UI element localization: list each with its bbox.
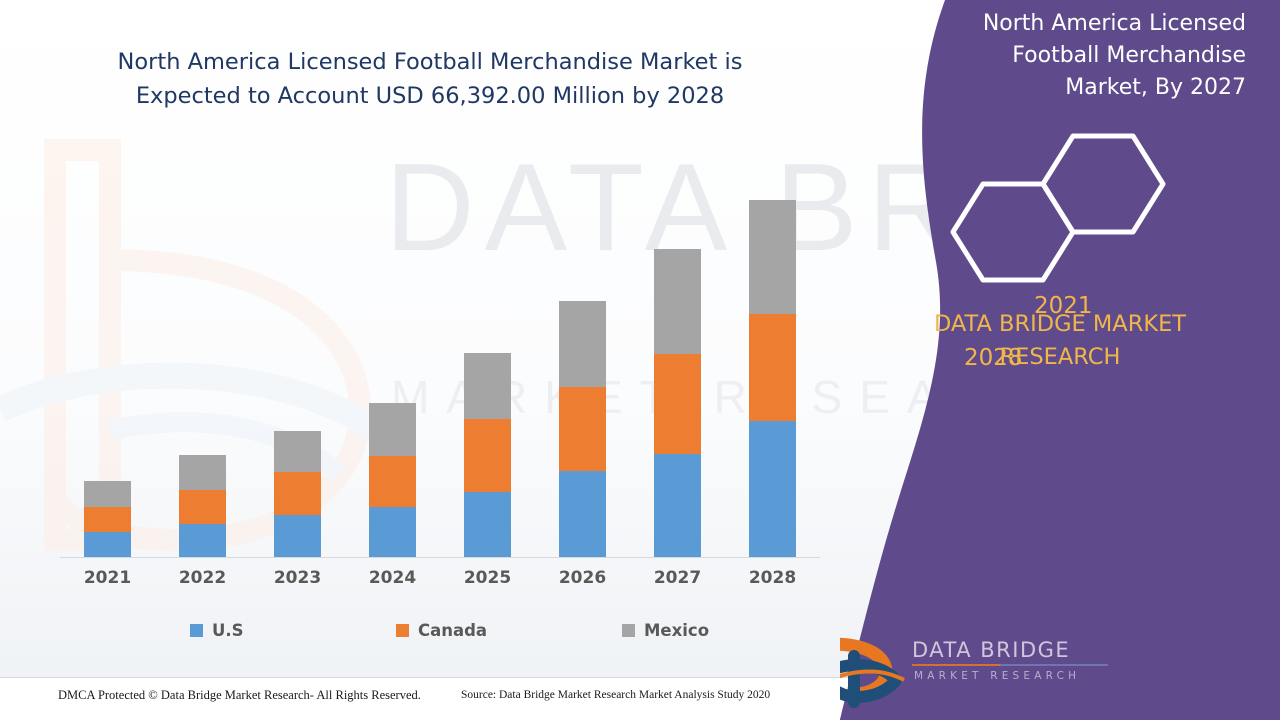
bar-group: [60, 161, 820, 557]
chart-panel: DATA BRIDGE MARKET RESEARCH North Americ…: [0, 0, 960, 720]
x-axis-label-2027: 2027: [653, 568, 702, 588]
sidebar-title: North America Licensed Football Merchand…: [982, 11, 1246, 100]
bar-segment-canada[interactable]: [464, 418, 511, 492]
x-axis-label-2026: 2026: [558, 568, 607, 588]
bar-slot: [630, 161, 725, 557]
bar-segment-mexico[interactable]: [749, 200, 796, 314]
bar-segment-canada[interactable]: [274, 472, 321, 516]
bar-segment-us[interactable]: [84, 532, 131, 557]
bar-segment-canada[interactable]: [84, 507, 131, 532]
chart-plot-area: [60, 160, 820, 558]
square-swatch-icon: [190, 623, 203, 637]
dmca-notice: DMCA Protected © Data Bridge Market Rese…: [58, 688, 421, 702]
x-axis-tick-labels: 2021 2022 2023 2024 2025 2026 2027 2028: [60, 568, 820, 598]
bar-segment-canada[interactable]: [559, 387, 606, 471]
legend-label: Canada: [418, 620, 488, 640]
bar-segment-mexico[interactable]: [84, 481, 131, 507]
bar-segment-canada[interactable]: [369, 456, 416, 507]
hexagon-group: 2021 2028: [858, 130, 1258, 371]
dbmr-logo-mark-icon: [840, 637, 905, 708]
sidebar-panel: North America Licensed Football Merchand…: [840, 0, 1280, 720]
dbmr-logo: DATA BRIDGE MARKET RESEARCH: [840, 622, 1138, 708]
bar-segment-us[interactable]: [559, 471, 606, 557]
legend-label: Mexico: [644, 620, 710, 640]
bar-segment-us[interactable]: [274, 515, 321, 557]
bar-slot: [345, 161, 440, 557]
bar-segment-canada[interactable]: [179, 489, 226, 524]
logo-text-secondary: MARKET RESEARCH: [914, 670, 1081, 682]
source-note: Source: Data Bridge Market Research Mark…: [461, 689, 771, 701]
x-axis-line: [60, 557, 820, 558]
stacked-bar-2027[interactable]: [654, 248, 701, 557]
x-axis-label-2024: 2024: [368, 568, 417, 588]
bar-segment-mexico[interactable]: [369, 402, 416, 456]
stacked-bar-2026[interactable]: [559, 301, 606, 557]
stacked-bar-2024[interactable]: [369, 402, 416, 557]
stacked-bar-2022[interactable]: [179, 454, 226, 557]
logo-text-primary: DATA BRIDGE: [912, 638, 1071, 662]
x-axis-label-2023: 2023: [273, 568, 322, 588]
hexagon-outlines-icon: [950, 133, 1166, 283]
bar-segment-canada[interactable]: [749, 314, 796, 421]
logo-divider: [912, 664, 1108, 666]
bar-segment-us[interactable]: [179, 523, 226, 557]
hexagon-label-2021: 2021: [1034, 293, 1093, 319]
x-axis-label-2022: 2022: [178, 568, 227, 588]
hexagon-label-2028: 2028: [964, 345, 1023, 371]
bar-slot: [155, 161, 250, 557]
brand-name: DATA BRIDGE MARKET RESEARCH: [933, 311, 1187, 370]
square-swatch-icon: [396, 623, 409, 637]
bar-slot: [440, 161, 535, 557]
bar-segment-mexico[interactable]: [274, 431, 321, 472]
bar-segment-us[interactable]: [369, 507, 416, 557]
legend-item-canada[interactable]: Canada: [338, 621, 544, 640]
bar-slot: [725, 161, 820, 557]
bar-segment-canada[interactable]: [654, 353, 701, 454]
bar-segment-us[interactable]: [749, 421, 796, 557]
bar-segment-mexico[interactable]: [559, 301, 606, 388]
bar-slot: [60, 161, 155, 557]
stacked-bar-2025[interactable]: [464, 352, 511, 557]
bar-segment-mexico[interactable]: [654, 248, 701, 354]
footer-bar: DMCA Protected © Data Bridge Market Rese…: [0, 677, 960, 720]
bar-segment-us[interactable]: [654, 453, 701, 557]
stacked-bar-2023[interactable]: [274, 431, 321, 557]
x-axis-label-2025: 2025: [463, 568, 512, 588]
stacked-bar-2028[interactable]: [749, 200, 796, 557]
legend-label: U.S: [212, 620, 244, 640]
bar-slot: [250, 161, 345, 557]
x-axis-label-2021: 2021: [83, 568, 132, 588]
stacked-bar-2021[interactable]: [84, 481, 131, 557]
page-title: North America Licensed Football Merchand…: [117, 49, 743, 109]
legend-item-mexico[interactable]: Mexico: [544, 621, 770, 640]
bar-segment-mexico[interactable]: [464, 352, 511, 419]
x-axis-label-2028: 2028: [748, 568, 797, 588]
purple-background-shape: [840, 0, 1280, 720]
chart-legend: U.S Canada Mexico: [150, 616, 770, 644]
bar-segment-mexico[interactable]: [179, 454, 226, 490]
legend-item-us[interactable]: U.S: [150, 621, 338, 640]
bar-segment-us[interactable]: [464, 492, 511, 557]
bar-slot: [535, 161, 630, 557]
square-swatch-icon: [622, 623, 635, 637]
